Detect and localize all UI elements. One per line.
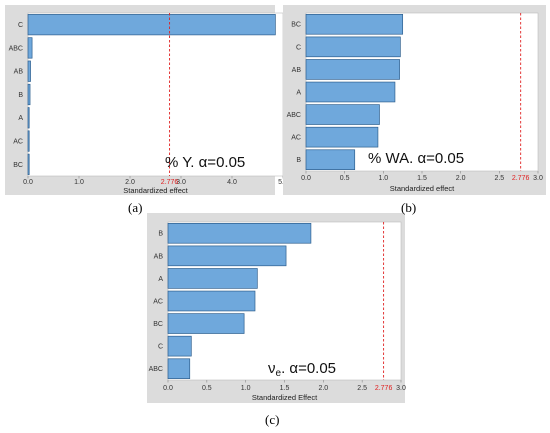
x-tick-label: 2.0	[318, 385, 328, 392]
category-label: AC	[13, 138, 23, 145]
bar-ab	[305, 59, 400, 80]
category-label: BC	[153, 321, 163, 328]
x-tick-label: 3.0	[533, 175, 543, 182]
panel-label-b: (b)	[401, 200, 417, 215]
x-tick-label: 1.0	[378, 175, 388, 182]
x-axis-title: Standardized Effect	[252, 393, 318, 402]
x-axis-title: Standardized effect	[123, 186, 188, 195]
x-tick-label: 0.0	[163, 385, 173, 392]
category-label: B	[18, 92, 23, 99]
x-tick-label: 2.5	[357, 385, 367, 392]
x-tick-label: 0.0	[301, 175, 311, 182]
panel-label-c: (c)	[265, 412, 280, 427]
category-label: AC	[153, 298, 163, 305]
category-label: C	[18, 22, 23, 29]
category-label: B	[296, 157, 301, 164]
alpha-annotation: % Y. α=0.05	[165, 154, 245, 171]
x-tick-label: 0.5	[340, 175, 350, 182]
bar-abc	[305, 104, 380, 125]
bar-a	[167, 268, 258, 289]
x-tick-label: 0.0	[23, 179, 33, 186]
critical-value-label: 2.776	[375, 385, 393, 392]
x-tick-label: 4.0	[227, 179, 237, 186]
panel-label-a: (a)	[128, 200, 143, 215]
bar-b	[167, 223, 312, 244]
category-label: BC	[291, 22, 301, 29]
x-tick-label: 3.0	[176, 179, 186, 186]
bar-ac	[27, 130, 30, 152]
bar-bc	[27, 153, 30, 175]
x-tick-label: 3.0	[396, 385, 406, 392]
chart-panel-b: BC C AB A ABC AC B 0.0 0.5 1.0 1.5 2.0 2.5 3.02.776 St…	[283, 5, 546, 195]
category-label: C	[158, 344, 163, 351]
x-tick-label: 2.5	[494, 175, 504, 182]
plot-area	[27, 12, 284, 177]
annotation-text: . α=0.05	[281, 360, 336, 377]
category-label: C	[296, 44, 301, 51]
bar-ab	[167, 245, 287, 267]
bar-abc	[27, 37, 33, 59]
category-label: A	[18, 115, 23, 122]
bar-abc	[167, 358, 191, 379]
bar-a	[27, 107, 30, 129]
bar-c	[27, 14, 276, 36]
category-label: AC	[291, 135, 301, 142]
critical-value-label: 2.776	[161, 179, 179, 186]
alpha-annotation: νe. α=0.05	[268, 360, 336, 379]
bar-ab	[27, 60, 31, 82]
annotation-symbol: ν	[268, 360, 276, 377]
critical-value-label: 2.776	[512, 175, 530, 182]
category-label: A	[158, 276, 163, 283]
bar-bc	[305, 14, 404, 35]
x-axis-title: Standardized effect	[390, 184, 455, 193]
x-tick-label: 2.0	[125, 179, 135, 186]
x-tick-label: 1.0	[241, 385, 251, 392]
category-label: AB	[14, 69, 24, 76]
bar-c	[167, 335, 192, 357]
category-label: A	[296, 89, 301, 96]
bar-ac	[167, 290, 256, 312]
bar-a	[305, 81, 396, 103]
x-tick-label: 1.5	[280, 385, 290, 392]
chart-panel-c: B AB A AC BC C ABC 0.0 0.5 1.0 1.5 2.0 2.5 3.02.776 St…	[147, 213, 406, 403]
category-label: BC	[13, 162, 23, 169]
bar-bc	[167, 313, 245, 334]
category-label: ABC	[149, 366, 163, 373]
bar-ac	[305, 126, 379, 148]
x-tick-label: 0.5	[202, 385, 212, 392]
x-tick-label: 1.5	[417, 175, 427, 182]
category-label: AB	[292, 67, 302, 74]
x-tick-label: 1.0	[74, 179, 84, 186]
annotation-subscript: e	[276, 368, 282, 379]
alpha-annotation: % WA. α=0.05	[368, 150, 464, 167]
bar-c	[305, 36, 401, 58]
bar-b	[305, 149, 356, 170]
bar-b	[27, 83, 31, 106]
chart-panel-a: CABCABBAACBC0.01.02.03.04.05.02.776Stand…	[5, 5, 288, 195]
category-label: AB	[154, 253, 164, 260]
category-label: ABC	[9, 45, 23, 52]
category-label: ABC	[287, 112, 301, 119]
x-tick-label: 2.0	[456, 175, 466, 182]
category-label: B	[158, 231, 163, 238]
